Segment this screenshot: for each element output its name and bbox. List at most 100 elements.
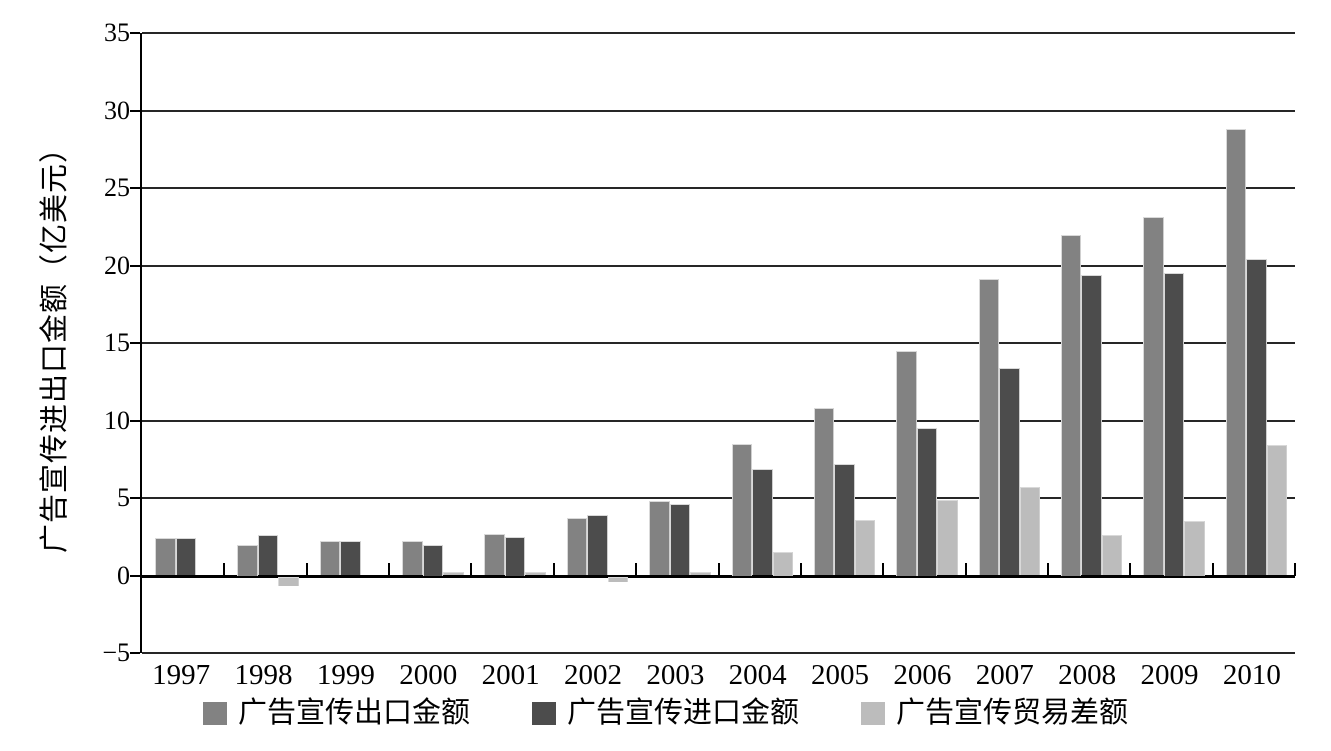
y-tick-label: 20: [104, 250, 130, 280]
bar-2000-series0: [402, 541, 423, 576]
gridline: [142, 419, 1295, 422]
x-tick-label-2006: 2006: [893, 659, 952, 691]
bar-2002-series0: [566, 518, 588, 576]
x-axis-tick: [223, 562, 226, 576]
x-tick-label-2010: 2010: [1222, 659, 1281, 691]
y-tick-label: 25: [104, 173, 130, 202]
bar-2009-series2: [1184, 521, 1205, 576]
bar-2000-series1: [422, 544, 444, 576]
x-tick-label-2000: 2000: [399, 659, 458, 691]
bar-2009-series0: [1143, 217, 1164, 576]
bar-2004-series1: [752, 468, 773, 576]
x-tick-label-1997: 1997: [152, 659, 211, 691]
legend-item-import: 广告宣传进口金额: [531, 696, 799, 730]
bar-2008-series2: [1101, 535, 1123, 576]
gridline: [142, 32, 1295, 34]
y-axis-tick: [130, 109, 140, 112]
bar-2002-series1: [587, 515, 608, 576]
x-tick-label-2007: 2007: [975, 659, 1034, 691]
legend: 广告宣传出口金额 广告宣传进口金额 广告宣传贸易差额: [0, 696, 1331, 730]
gridline: [142, 109, 1295, 112]
bar-2005-series1: [834, 463, 855, 576]
bar-2010-series0: [1225, 129, 1247, 576]
bar-1997-series1: [175, 538, 196, 576]
bar-2008-series1: [1081, 274, 1102, 576]
y-tick-label: 15: [104, 328, 130, 357]
bar-2003-series2: [690, 572, 711, 576]
bar-1998-series0: [237, 544, 258, 576]
y-axis-tick: [130, 264, 140, 267]
x-tick-label-1998: 1998: [234, 659, 293, 691]
legend-item-export: 广告宣传出口金额: [202, 696, 470, 730]
plot-area: [130, 32, 1296, 654]
x-tick-label-1999: 1999: [316, 659, 375, 691]
bar-2006-series1: [916, 428, 938, 576]
x-tick-label-2003: 2003: [646, 659, 705, 691]
legend-label-export: 广告宣传出口金额: [237, 697, 470, 729]
legend-item-balance: 广告宣传贸易差额: [861, 696, 1128, 730]
bar-2007-series0: [978, 279, 1000, 576]
gridline: [142, 652, 1295, 654]
x-axis-tick: [305, 562, 308, 576]
zero-line: [142, 574, 1295, 578]
bar-1999-series1: [340, 541, 361, 576]
x-tick-label-2009: 2009: [1140, 659, 1199, 691]
y-tick-label: 30: [104, 95, 130, 125]
x-tick-label-2005: 2005: [811, 659, 870, 691]
x-axis-tick: [717, 562, 720, 576]
x-axis-tick: [964, 562, 967, 576]
x-tick-label-2008: 2008: [1058, 659, 1117, 691]
bar-2010-series2: [1266, 445, 1288, 576]
bar-1999-series0: [319, 541, 341, 576]
x-axis-tick: [1129, 562, 1132, 576]
bar-2010-series1: [1246, 259, 1267, 576]
bar-2001-series1: [504, 536, 526, 576]
bar-2007-series1: [999, 367, 1020, 576]
gridline: [142, 264, 1295, 267]
x-tick-label-2004: 2004: [728, 659, 787, 691]
y-axis-tick: [130, 342, 140, 344]
bar-1997-series0: [155, 538, 176, 576]
legend-label-import: 广告宣传进口金额: [566, 697, 799, 729]
x-axis-tick: [1294, 562, 1296, 576]
x-tick-label-2002: 2002: [563, 659, 622, 691]
x-axis-tick: [882, 562, 885, 576]
gridline: [142, 342, 1295, 344]
x-axis-tick: [635, 562, 638, 576]
bar-2006-series0: [896, 350, 917, 576]
bar-1998-series2: [278, 577, 299, 587]
bar-2007-series2: [1019, 487, 1041, 576]
x-axis-tick: [1211, 562, 1214, 576]
y-tick-label: 5: [117, 483, 130, 512]
bar-1998-series1: [257, 535, 279, 576]
y-axis-tick: [130, 187, 140, 189]
x-axis-tick: [799, 562, 802, 576]
legend-label-balance: 广告宣传贸易差额: [896, 697, 1129, 729]
bar-2003-series1: [669, 504, 691, 576]
y-tick-label: 0: [117, 560, 130, 590]
bar-2009-series1: [1163, 273, 1185, 576]
bar-2001-series2: [525, 572, 546, 576]
gridline: [142, 497, 1295, 499]
x-axis-tick: [1046, 562, 1049, 576]
legend-swatch-balance: [861, 701, 885, 725]
y-tick-label: 35: [104, 18, 130, 47]
bar-2008-series0: [1060, 234, 1082, 576]
bar-2003-series0: [649, 501, 670, 576]
y-axis-tick: [130, 419, 140, 422]
x-axis-tick: [552, 562, 555, 576]
y-axis-tick: [130, 32, 140, 34]
bar-2002-series2: [607, 577, 629, 582]
y-axis-tick: [130, 574, 140, 577]
x-axis-tick: [470, 562, 473, 576]
bar-2004-series2: [772, 552, 793, 576]
y-axis-tick: [130, 652, 140, 654]
legend-swatch-import: [531, 701, 556, 725]
bar-2000-series2: [443, 572, 464, 576]
y-tick-label: −5: [102, 638, 130, 667]
legend-swatch-export: [202, 701, 227, 725]
y-axis-tick: [130, 497, 140, 499]
bar-2001-series0: [484, 533, 505, 576]
y-tick-label: 10: [104, 405, 130, 435]
